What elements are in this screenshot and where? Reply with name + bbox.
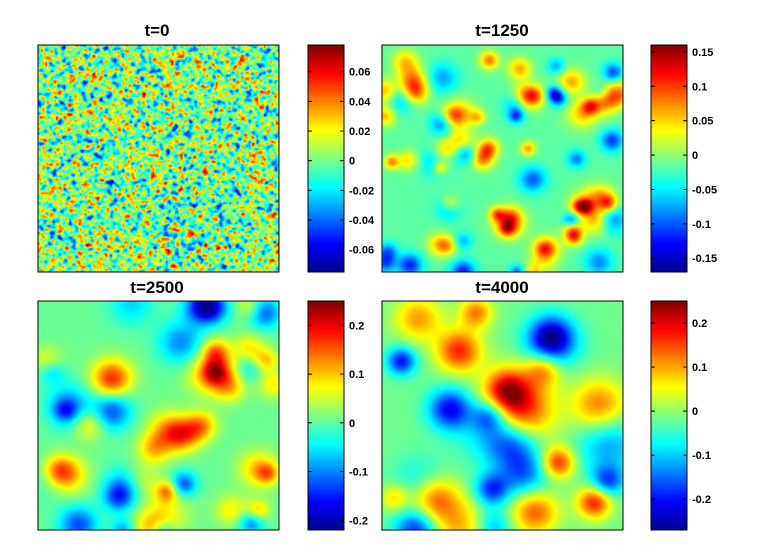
heatmap-image: [38, 301, 279, 530]
colorbar-tick-label: -0.04: [349, 215, 375, 227]
colorbar-tick-label: -0.1: [692, 450, 711, 462]
colorbar-ticks: 0.2 0.1 0 -0.1 -0.2: [308, 320, 368, 527]
colorbar-tick-label: 0: [349, 156, 355, 168]
colorbar-ticks: 0.06 0.04 0.02 0 -0.02 -0.04 -0.06: [308, 67, 375, 257]
heatmap-frame: [37, 300, 280, 531]
colorbar: [650, 44, 688, 273]
panel-title: t=0: [144, 21, 169, 40]
colorbar-tick-label: 0.15: [692, 47, 713, 59]
colorbar-tick-label: -0.06: [349, 245, 374, 257]
colorbar-ticks: 0.15 0.1 0.05 0 -0.05 -0.1 -0.15: [651, 47, 717, 265]
panel-title: t=1250: [475, 21, 528, 40]
colorbar-tick-label: 0.1: [692, 81, 707, 93]
colorbar: [650, 300, 688, 531]
colorbar-tick-label: -0.1: [349, 467, 368, 479]
colorbar-tick-label: 0.04: [349, 96, 371, 108]
colorbar-tick-label: 0: [349, 418, 355, 430]
heatmap-frame: [381, 300, 624, 531]
colorbar-tick-label: -0.02: [349, 185, 374, 197]
colorbar-tick-label: -0.2: [349, 515, 368, 527]
colorbar-tick-label: -0.2: [692, 494, 711, 506]
heatmap-frame: [381, 44, 624, 273]
panel-t0: t=0 0.06 0.04 0.02 0 -0.02 -0.04 -0.06: [37, 21, 375, 273]
panel-t1250: t=1250 0.15 0.1 0.05 0 -0.05 -0.1 -0.15: [381, 21, 717, 273]
colorbar-tick-label: -0.1: [692, 219, 711, 231]
colorbar-tick-label: -0.05: [692, 184, 717, 196]
colorbar-ticks: 0.2 0.1 0 -0.1 -0.2: [651, 318, 711, 506]
colorbar-tick-label: 0.06: [349, 67, 370, 79]
panel-title: t=4000: [475, 278, 528, 297]
colorbar: [307, 300, 345, 531]
colorbar-tick-label: 0: [692, 150, 698, 162]
colorbar-tick-label: 0.2: [692, 318, 707, 330]
heatmap-frame: [37, 44, 280, 273]
panel-title: t=2500: [130, 278, 183, 297]
colorbar-tick-label: 0.2: [349, 320, 364, 332]
heatmap-image: [382, 45, 623, 272]
colorbar: [307, 44, 345, 273]
colorbar-tick-label: 0.02: [349, 126, 370, 138]
colorbar-tick-label: 0.1: [349, 369, 364, 381]
heatmap-image: [382, 301, 623, 530]
colorbar-tick-label: 0: [692, 406, 698, 418]
colorbar-tick-label: 0.1: [692, 362, 707, 374]
colorbar-tick-label: -0.15: [692, 253, 717, 265]
panel-t4000: t=4000 0.2 0.1 0 -0.1 -0.2: [381, 278, 711, 531]
colorbar-tick-label: 0.05: [692, 116, 713, 128]
panel-t2500: t=2500 0.2 0.1 0 -0.1 -0.2: [37, 278, 368, 531]
heatmap-image: [38, 45, 279, 272]
